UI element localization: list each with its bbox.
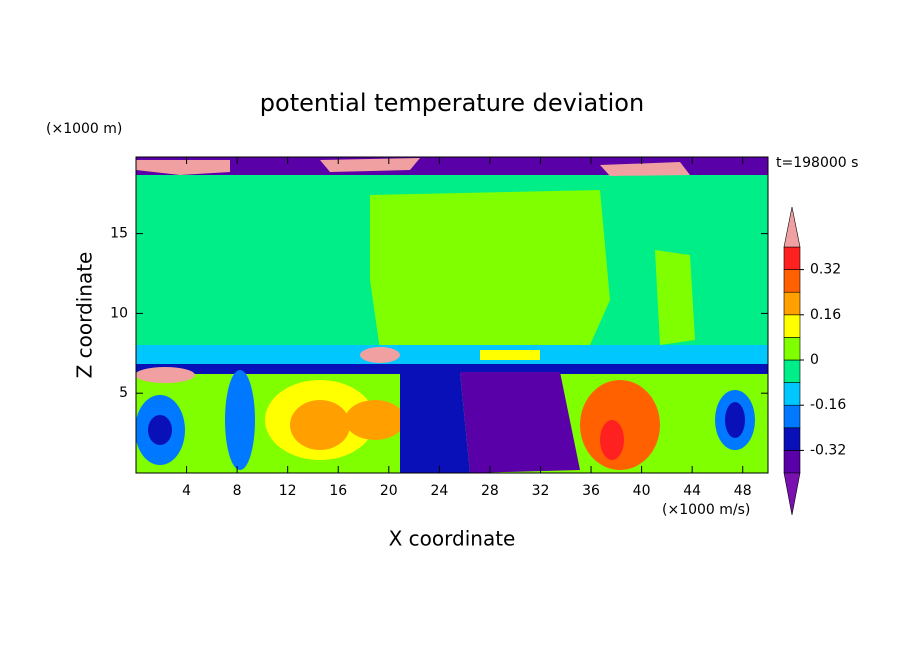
x-axis-label: X coordinate — [389, 527, 516, 551]
colorbar-box — [783, 382, 801, 406]
colorbar-over — [783, 206, 801, 248]
x-tick-label: 8 — [233, 483, 242, 499]
contour-field — [136, 157, 768, 473]
y-tick-label: 15 — [110, 226, 128, 242]
colorbar-under — [783, 472, 801, 516]
colorbar-box — [783, 337, 801, 361]
x-tick-label: 16 — [329, 483, 347, 499]
plot-frame — [135, 156, 769, 474]
x-tick-label: 48 — [734, 483, 752, 499]
colorbar-tick-label: 0.16 — [810, 307, 841, 323]
x-tick-label: 36 — [582, 483, 600, 499]
y-tick-label: 5 — [119, 385, 128, 401]
colorbar-tick-label: 0 — [810, 352, 819, 368]
x-tick-label: 28 — [481, 483, 499, 499]
colorbar-box — [783, 246, 801, 270]
y-tick-label: 10 — [110, 305, 128, 321]
colorbar-box — [783, 359, 801, 383]
x-tick-label: 20 — [380, 483, 398, 499]
colorbar-box — [783, 404, 801, 429]
colorbar-box — [783, 291, 801, 316]
colorbar-tick-label: -0.16 — [810, 397, 846, 413]
x-tick-label: 44 — [683, 483, 701, 499]
colorbar-tick-label: 0.32 — [810, 262, 841, 278]
x-tick-label: 4 — [182, 483, 191, 499]
colorbar-box — [783, 450, 801, 474]
x-tick-label: 40 — [633, 483, 651, 499]
x-tick-label: 24 — [430, 483, 448, 499]
y-axis-label: Z coordinate — [73, 252, 97, 379]
x-tick-label: 12 — [279, 483, 297, 499]
colorbar-box — [783, 314, 801, 338]
colorbar-box — [783, 427, 801, 451]
y-unit: (×1000 m) — [46, 121, 122, 137]
x-unit: (×1000 m/s) — [662, 502, 750, 518]
x-tick-label: 32 — [532, 483, 550, 499]
colorbar-tick-label: -0.32 — [810, 442, 846, 458]
colorbar-box — [783, 269, 801, 293]
chart-title: potential temperature deviation — [260, 89, 644, 117]
time-label: t=198000 s — [776, 155, 858, 171]
